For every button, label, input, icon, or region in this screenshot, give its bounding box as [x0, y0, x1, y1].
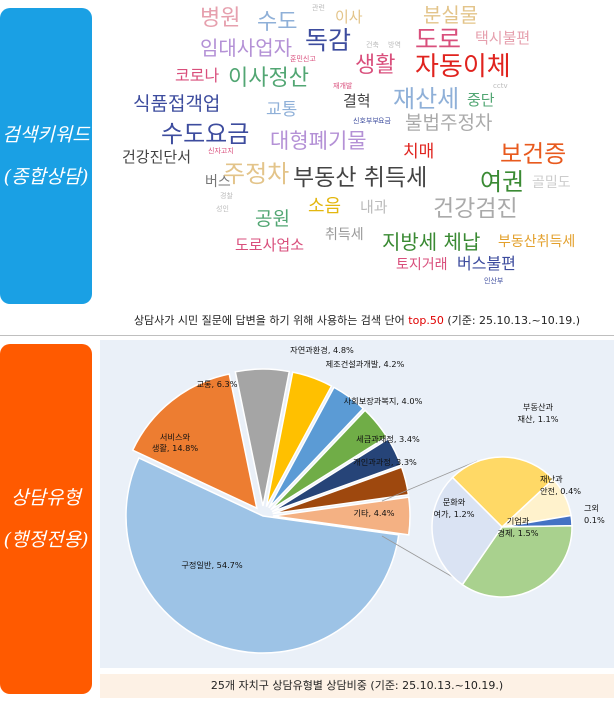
search-keyword-caption: 상담사가 시민 질문에 답변을 하기 위해 사용하는 검색 단어 top.50 …	[100, 310, 614, 332]
pie-slice	[272, 466, 410, 515]
cloud-word: 대형폐기물	[270, 129, 367, 153]
cloud-word: 취득세	[325, 227, 364, 243]
cloud-word: 독감	[305, 26, 352, 55]
slice-label: 교통, 6.3%	[196, 379, 237, 389]
slice-label: 부동산과 재산, 1.1%	[517, 402, 558, 424]
label-line-1: 검색키워드	[2, 124, 90, 146]
cloud-word: 여권	[480, 168, 525, 196]
slice-label: 세금과재정, 3.4%	[356, 434, 420, 444]
slice-label: 서비스와 생활, 14.8%	[152, 432, 199, 453]
cloud-word: 골밀도	[532, 175, 571, 191]
slice-label: 사회보장과복지, 4.0%	[344, 396, 423, 406]
pie-slice	[125, 457, 400, 654]
cloud-word: 성인	[216, 205, 229, 213]
cloud-word: 신호부부	[353, 117, 379, 125]
cloud-word: 버스	[205, 174, 231, 190]
label-line-1: 상담유형	[11, 487, 81, 509]
pie-slice	[265, 371, 333, 507]
cloud-word: 중단	[467, 91, 495, 109]
cloud-word: 건강진단서	[122, 148, 192, 166]
slice-label: 기업과 경제, 1.5%	[497, 516, 538, 538]
cloud-word: 도로	[415, 25, 462, 54]
slice-label: 그외 0.1%	[584, 503, 605, 525]
consult-type-caption: 25개 자치구 상담유형별 상담비중 (기준: 25.10.13.~10.19.…	[100, 674, 614, 698]
cloud-word: 병원	[200, 6, 241, 31]
cloud-word: 이사정산	[228, 66, 309, 91]
cloud-word: 지방세 체납	[382, 230, 481, 254]
cloud-word: 코로나	[175, 66, 220, 85]
cloud-word: 토지거래	[396, 257, 448, 273]
slice-label: 재난과 안전, 0.4%	[540, 474, 581, 496]
cloud-word: 이사	[335, 8, 363, 26]
slice-label: 구정일반, 54.7%	[181, 560, 243, 570]
cloud-word: 관련	[312, 4, 325, 12]
slice-label: 자연과환경, 4.8%	[290, 345, 354, 355]
slice-label: 개인과과정, 3.3%	[353, 457, 417, 467]
cloud-word: 공원	[255, 208, 290, 230]
pie-of-pie-chart: 구정일반, 54.7% 서비스와 생활, 14.8% 교통, 6.3% 자연과환경, 4…	[125, 345, 605, 654]
cloud-word: 수도요금	[161, 120, 250, 148]
pie-slice	[451, 456, 555, 529]
cloud-word: 자동이체	[415, 52, 511, 82]
cloud-word: cctv	[493, 82, 508, 90]
cloud-word: 주정차	[223, 160, 290, 188]
cloud-word: 도로사업소	[235, 236, 305, 254]
cloud-word: 인산부	[484, 277, 504, 285]
connector-line	[381, 460, 478, 502]
label-line-2: (종합상담)	[3, 166, 89, 188]
cloud-word: 방역	[388, 41, 401, 49]
pie-slice	[431, 476, 503, 586]
cloud-word: 택시불편	[475, 29, 531, 47]
caption-main: 상담사가 시민 질문에 답변을 하기 위해 사용하는 검색 단어	[133, 314, 405, 327]
pie-slice	[461, 524, 573, 598]
cloud-word: 부동산취득세	[498, 234, 576, 250]
pie-slice	[234, 368, 291, 507]
cloud-word: 소음	[308, 196, 342, 217]
cloud-word: 경찰	[220, 192, 233, 200]
cloud-word: 치매	[403, 142, 435, 162]
pie-slice	[272, 496, 411, 536]
cloud-word: 건강검진	[433, 196, 518, 222]
pie-slice	[271, 437, 402, 513]
cloud-word: 훈민신고	[290, 55, 316, 63]
section-divider	[0, 335, 614, 336]
label-line-2: (행정전용)	[3, 529, 89, 551]
cloud-word: 재개발	[333, 82, 353, 90]
cloud-word: 부동산 취득세	[293, 165, 428, 191]
pie-slice	[131, 373, 258, 510]
cloud-word: 내과	[360, 198, 388, 216]
cloud-word: 신자고지	[208, 147, 234, 155]
pie-slice	[268, 386, 365, 509]
cloud-word: 보건증	[500, 140, 567, 168]
caption-highlight: top.50	[408, 314, 444, 327]
cloud-word: 수도	[257, 10, 298, 35]
slice-label: 기타, 4.4%	[353, 508, 394, 518]
consult-type-panel-label: 상담유형 (행정전용)	[0, 344, 92, 694]
cloud-word: 건축	[366, 41, 379, 49]
slice-label: 제조건설과개발, 4.2%	[326, 359, 405, 369]
consult-type-chart: 구정일반, 54.7% 서비스와 생활, 14.8% 교통, 6.3% 자연과환경, 4…	[100, 340, 614, 668]
cloud-word: 버스불편	[457, 254, 516, 273]
cloud-word: 요금	[378, 117, 391, 125]
cloud-word: 분실물	[423, 3, 479, 27]
cloud-word: 결혁	[343, 92, 371, 110]
cloud-word: 생활	[355, 53, 396, 78]
caption-period: (기준: 25.10.13.~10.19.)	[447, 314, 581, 327]
cloud-word: 불법주정차	[405, 112, 493, 134]
cloud-word: 교통	[266, 100, 298, 120]
search-keyword-panel-label: 검색키워드 (종합상담)	[0, 8, 92, 304]
cloud-word: 식품접객업	[133, 93, 221, 115]
pie-slice	[270, 409, 388, 511]
slice-label: 문화와 여가, 1.2%	[433, 497, 474, 519]
cloud-word: 재산세	[393, 85, 460, 113]
cloud-word: 임대사업자	[200, 36, 292, 60]
